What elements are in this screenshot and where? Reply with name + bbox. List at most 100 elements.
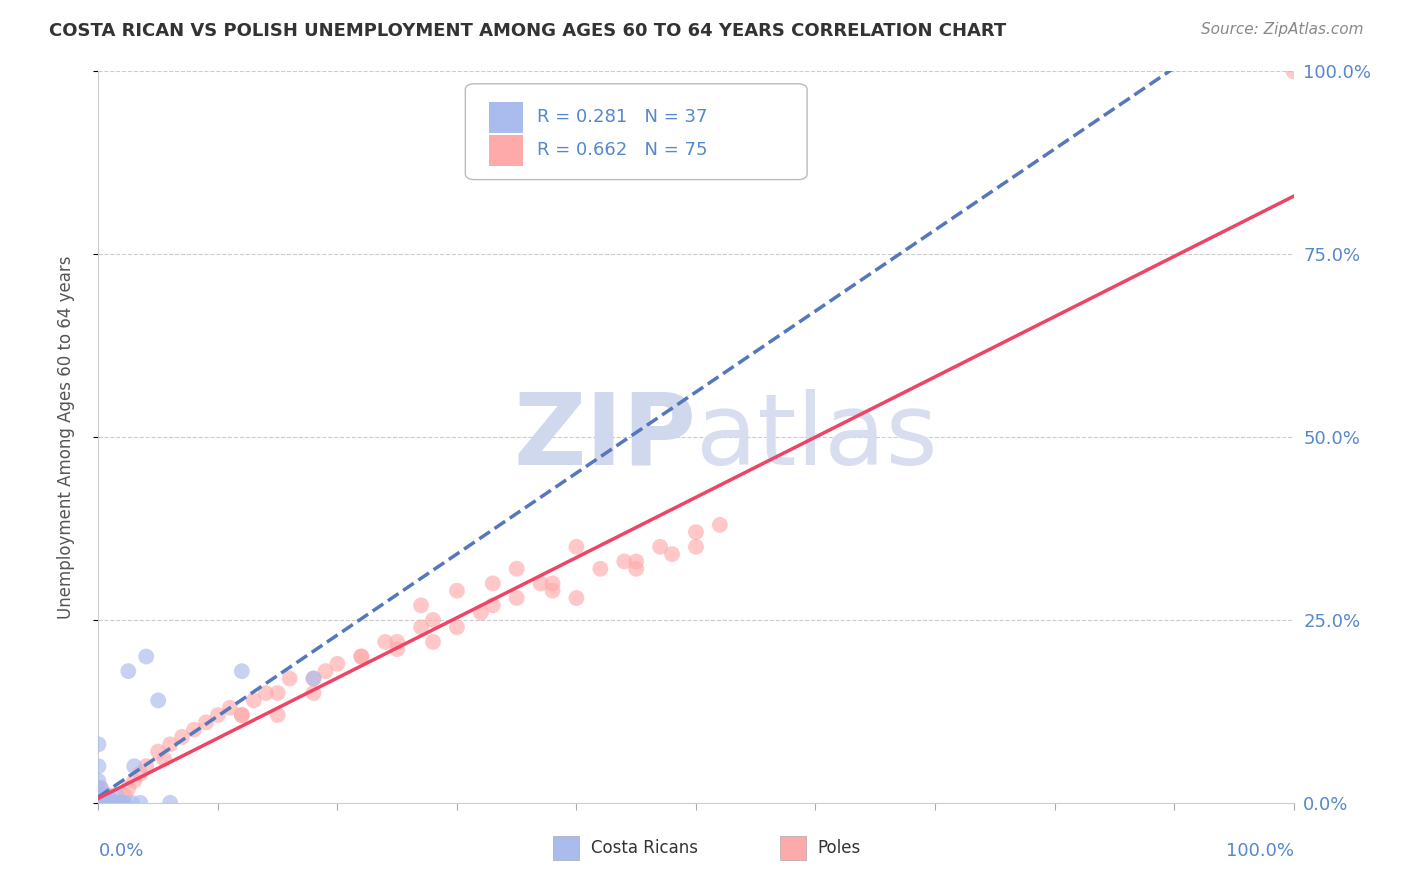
Point <box>90 781 112 796</box>
Point <box>243 693 266 707</box>
Point <box>87 796 110 810</box>
Point <box>90 796 112 810</box>
Point <box>96 796 118 810</box>
Point <box>87 796 110 810</box>
Point <box>481 576 505 591</box>
Y-axis label: Unemployment Among Ages 60 to 64 years: Unemployment Among Ages 60 to 64 years <box>56 255 75 619</box>
Text: R = 0.662   N = 75: R = 0.662 N = 75 <box>537 141 707 160</box>
Point <box>111 796 134 810</box>
Point <box>231 708 253 723</box>
Point <box>470 606 492 620</box>
Point <box>267 686 290 700</box>
Point <box>111 796 134 810</box>
Point <box>183 723 205 737</box>
Point <box>117 781 139 796</box>
Point <box>219 700 242 714</box>
Point <box>114 796 136 810</box>
Point <box>135 759 157 773</box>
Point <box>87 781 110 796</box>
Text: Poles: Poles <box>818 839 860 857</box>
Text: 0.0%: 0.0% <box>98 842 143 860</box>
Point <box>661 547 683 561</box>
Point <box>91 796 114 810</box>
Point <box>91 796 114 810</box>
Point <box>231 664 253 678</box>
Point <box>103 796 125 810</box>
Point <box>98 796 122 810</box>
Point <box>153 752 176 766</box>
Point <box>87 796 110 810</box>
Point <box>98 796 122 810</box>
Point <box>89 789 111 803</box>
Text: COSTA RICAN VS POLISH UNEMPLOYMENT AMONG AGES 60 TO 64 YEARS CORRELATION CHART: COSTA RICAN VS POLISH UNEMPLOYMENT AMONG… <box>49 22 1007 40</box>
Point <box>374 635 396 649</box>
Point <box>565 540 588 554</box>
Point <box>111 796 134 810</box>
Point <box>89 796 111 810</box>
Point <box>411 599 433 613</box>
Point <box>90 796 112 810</box>
Bar <box>553 837 579 860</box>
Point <box>94 796 117 810</box>
Point <box>97 789 120 803</box>
Text: ZIP: ZIP <box>513 389 696 485</box>
Point <box>446 583 468 598</box>
Point <box>302 672 325 686</box>
Point <box>626 554 648 568</box>
Point <box>101 796 124 810</box>
Point <box>195 715 218 730</box>
Point <box>89 789 111 803</box>
Point <box>422 613 444 627</box>
Point <box>93 796 115 810</box>
Point <box>124 759 146 773</box>
Bar <box>780 837 806 860</box>
Point <box>626 562 648 576</box>
Point <box>709 517 731 532</box>
Point <box>94 796 117 810</box>
Point <box>93 796 115 810</box>
Point <box>91 789 114 803</box>
Text: 100.0%: 100.0% <box>1226 842 1294 860</box>
Text: Source: ZipAtlas.com: Source: ZipAtlas.com <box>1201 22 1364 37</box>
Point <box>159 796 181 810</box>
Point <box>385 635 409 649</box>
Point <box>108 796 131 810</box>
Point <box>530 576 553 591</box>
Point <box>541 583 564 598</box>
Point <box>117 664 139 678</box>
Point <box>148 693 170 707</box>
Point <box>589 562 612 576</box>
Point <box>231 708 253 723</box>
Bar <box>489 135 523 166</box>
Point <box>506 562 529 576</box>
Point <box>105 789 128 803</box>
Point <box>541 576 564 591</box>
Point <box>101 796 124 810</box>
Point <box>613 554 636 568</box>
Point <box>278 672 301 686</box>
Point <box>91 796 114 810</box>
Point <box>135 649 157 664</box>
Point <box>302 672 325 686</box>
Point <box>267 708 290 723</box>
Point <box>481 599 505 613</box>
Point <box>350 649 373 664</box>
Point <box>114 789 136 803</box>
Point <box>97 789 120 803</box>
Point <box>87 759 110 773</box>
Point <box>685 540 707 554</box>
Point <box>98 796 122 810</box>
Point <box>91 789 114 803</box>
Point <box>129 766 152 780</box>
Point <box>129 796 152 810</box>
Point <box>121 796 143 810</box>
Point <box>422 635 444 649</box>
Point <box>326 657 349 671</box>
Point <box>108 796 131 810</box>
Point <box>87 773 110 788</box>
Point <box>96 796 118 810</box>
Point <box>385 642 409 657</box>
FancyBboxPatch shape <box>465 84 807 179</box>
Bar <box>489 102 523 133</box>
Point <box>506 591 529 605</box>
